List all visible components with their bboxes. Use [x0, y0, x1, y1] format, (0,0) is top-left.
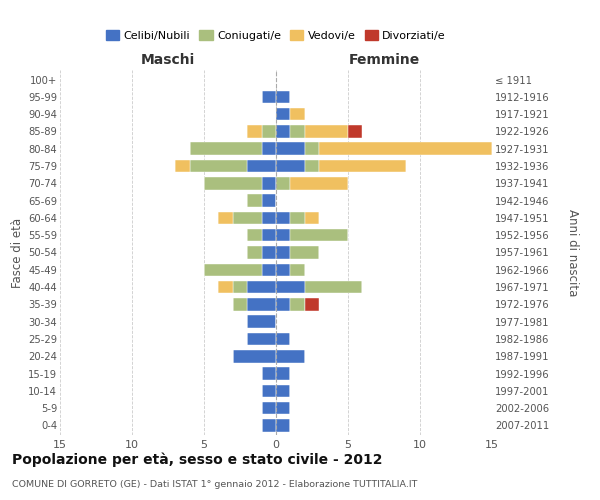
Bar — [276, 177, 290, 190]
Bar — [262, 212, 276, 224]
Bar — [262, 402, 276, 414]
Bar — [247, 229, 262, 241]
Text: Popolazione per età, sesso e stato civile - 2012: Popolazione per età, sesso e stato civil… — [12, 452, 383, 467]
Bar — [305, 281, 362, 293]
Bar — [262, 384, 276, 397]
Bar — [218, 281, 233, 293]
Bar — [290, 212, 305, 224]
Bar — [233, 281, 247, 293]
Bar — [276, 384, 290, 397]
Bar — [348, 125, 362, 138]
Bar — [276, 281, 305, 293]
Bar — [247, 246, 262, 258]
Bar — [290, 229, 348, 241]
Y-axis label: Anni di nascita: Anni di nascita — [566, 209, 579, 296]
Text: Maschi: Maschi — [141, 54, 195, 68]
Bar — [247, 333, 276, 345]
Bar — [276, 420, 290, 432]
Bar — [290, 108, 305, 120]
Bar — [276, 264, 290, 276]
Bar — [190, 160, 247, 172]
Bar — [305, 125, 348, 138]
Bar — [218, 212, 233, 224]
Bar — [262, 90, 276, 103]
Bar — [305, 298, 319, 310]
Bar — [262, 125, 276, 138]
Bar — [247, 316, 276, 328]
Bar — [276, 160, 305, 172]
Bar — [276, 350, 305, 362]
Bar — [262, 229, 276, 241]
Bar — [305, 142, 319, 155]
Bar — [305, 212, 319, 224]
Bar — [204, 177, 262, 190]
Bar — [276, 333, 290, 345]
Bar — [262, 177, 276, 190]
Bar — [262, 194, 276, 207]
Bar — [247, 298, 276, 310]
Bar — [305, 160, 319, 172]
Bar — [175, 160, 190, 172]
Bar — [247, 281, 276, 293]
Bar — [276, 108, 290, 120]
Bar — [290, 298, 305, 310]
Bar — [233, 212, 262, 224]
Bar — [276, 298, 290, 310]
Bar — [233, 350, 276, 362]
Bar — [319, 142, 492, 155]
Bar — [262, 264, 276, 276]
Text: Femmine: Femmine — [349, 54, 419, 68]
Bar — [276, 229, 290, 241]
Bar — [290, 177, 348, 190]
Bar — [247, 125, 262, 138]
Bar — [276, 402, 290, 414]
Bar — [204, 264, 262, 276]
Y-axis label: Fasce di età: Fasce di età — [11, 218, 24, 288]
Bar — [276, 246, 290, 258]
Bar — [276, 125, 290, 138]
Bar — [290, 246, 319, 258]
Bar — [262, 246, 276, 258]
Bar — [276, 90, 290, 103]
Legend: Celibi/Nubili, Coniugati/e, Vedovi/e, Divorziati/e: Celibi/Nubili, Coniugati/e, Vedovi/e, Di… — [104, 28, 448, 43]
Bar — [290, 125, 305, 138]
Bar — [276, 142, 305, 155]
Bar — [262, 368, 276, 380]
Bar — [262, 142, 276, 155]
Bar — [319, 160, 406, 172]
Text: COMUNE DI GORRETO (GE) - Dati ISTAT 1° gennaio 2012 - Elaborazione TUTTITALIA.IT: COMUNE DI GORRETO (GE) - Dati ISTAT 1° g… — [12, 480, 418, 489]
Bar — [290, 264, 305, 276]
Bar — [247, 160, 276, 172]
Bar — [276, 212, 290, 224]
Bar — [247, 194, 262, 207]
Bar — [233, 298, 247, 310]
Bar — [276, 368, 290, 380]
Bar — [190, 142, 262, 155]
Bar — [262, 420, 276, 432]
